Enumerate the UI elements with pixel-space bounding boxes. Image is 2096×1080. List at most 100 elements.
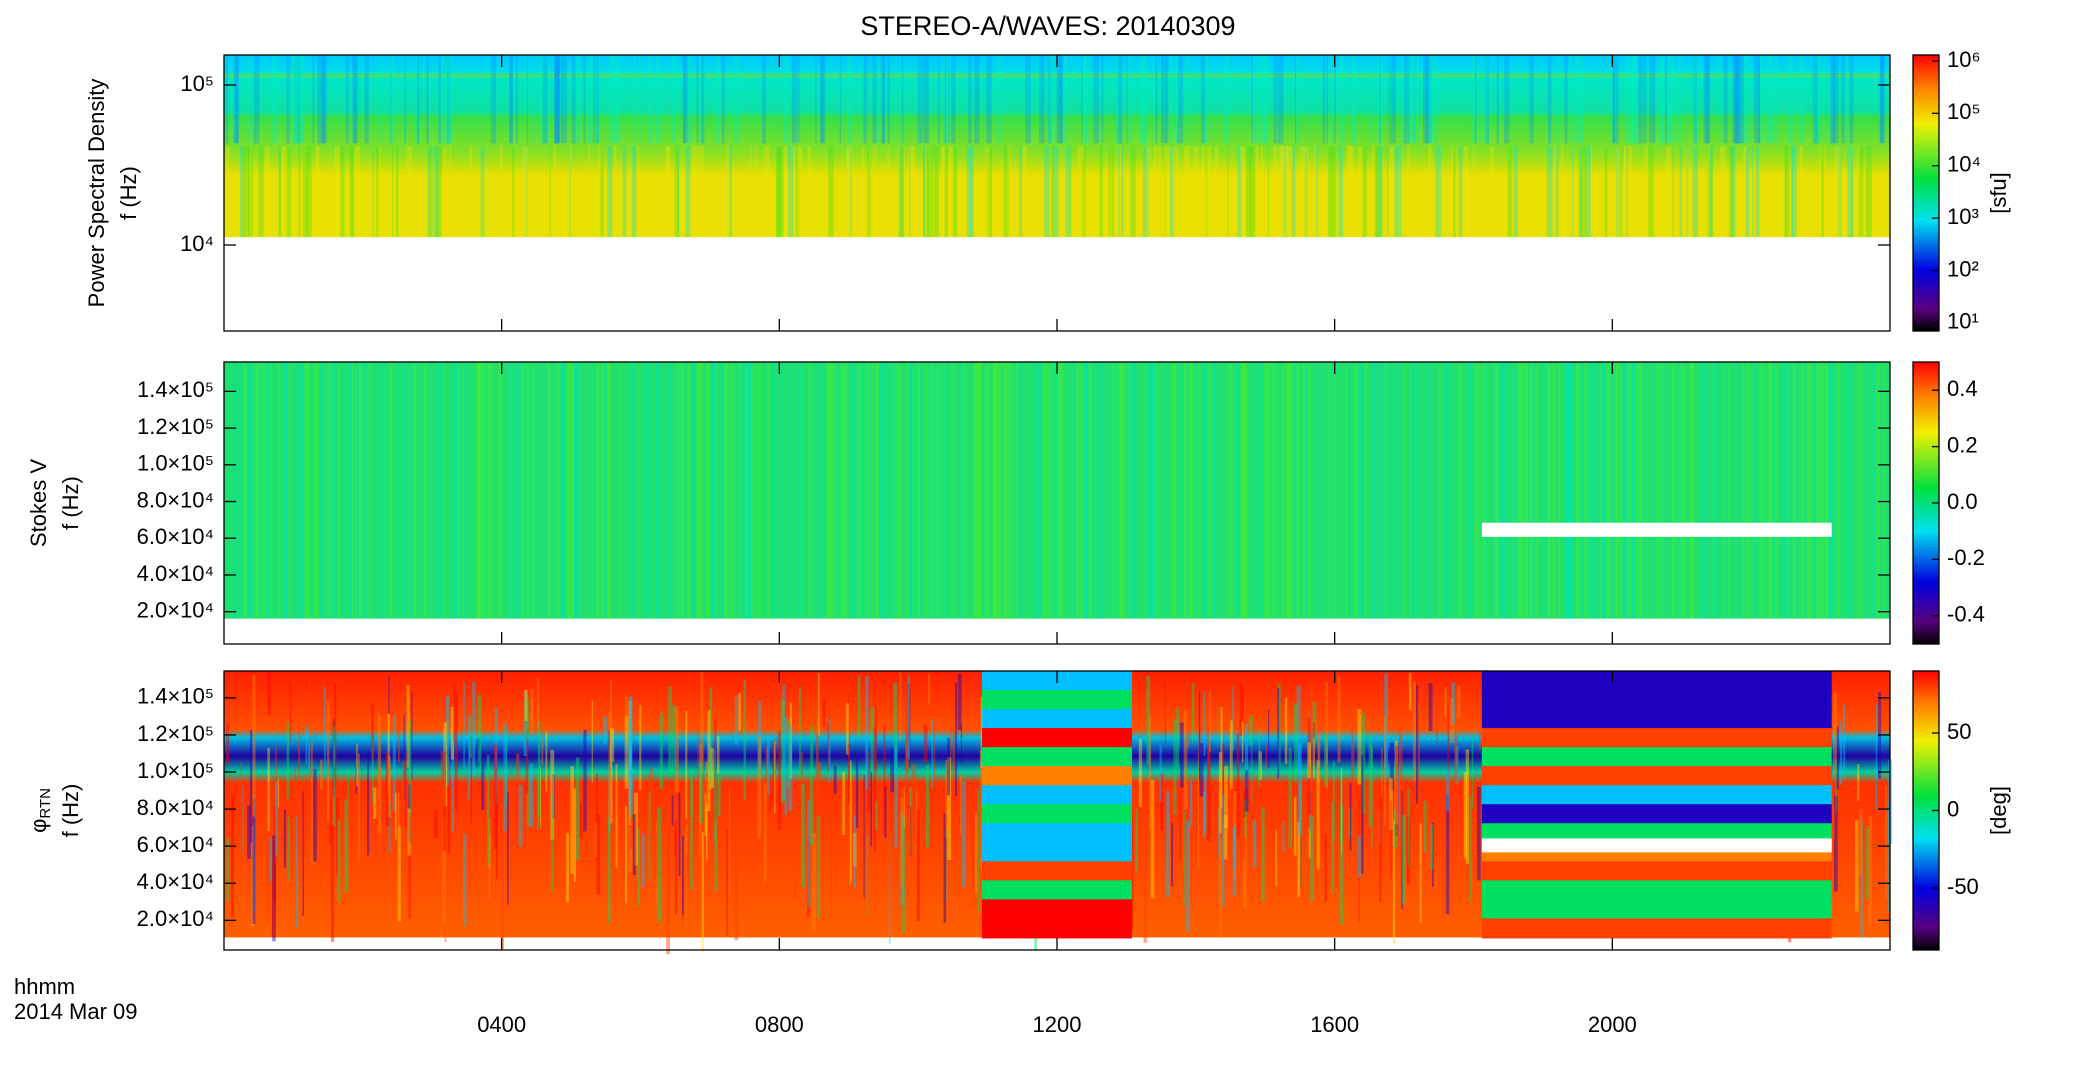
spectrogram-texture [874,146,877,238]
spectrogram-texture [899,671,902,741]
spectrogram-texture [946,737,950,796]
spectrogram-texture [487,754,490,865]
spectrogram-texture [1686,146,1688,238]
spectrogram-texture [240,761,242,803]
spectrogram-texture [700,672,704,774]
spectrogram-texture [906,683,910,752]
spectrogram-texture [1070,146,1072,238]
spectrogram-texture [499,146,503,238]
spectrogram-texture [1386,146,1389,238]
spectrogram-texture [1207,746,1211,842]
spectrogram-texture [1711,362,1715,619]
spectrogram-texture [1242,362,1247,619]
spectrogram-texture [289,362,292,619]
spectrogram-texture [252,674,256,799]
spectrogram-texture [408,720,412,814]
spectrogram-texture [1251,362,1253,619]
spectrogram-texture [364,55,369,144]
spectrogram-texture [1339,55,1345,144]
spectrogram-texture [570,765,574,874]
spectrogram-texture [870,771,873,847]
spectrogram-texture [507,362,512,619]
spectrogram-texture [1430,146,1432,238]
spectrogram-texture [1569,55,1571,144]
spectrogram-texture [1415,684,1419,804]
spectrogram-texture [392,146,394,238]
spectrogram-texture [628,701,632,826]
spectrogram-texture [704,792,707,836]
spectrogram-texture [659,713,664,790]
spectrogram-texture [315,362,320,619]
spectrogram-texture [604,362,608,619]
spectrogram-texture [1865,146,1872,238]
spectrogram-texture [1828,362,1832,619]
spectrogram-texture [1847,146,1854,238]
spectrogram-texture [568,146,572,238]
spectrogram-texture [1203,770,1207,832]
spectrogram-texture [329,362,332,619]
spectrogram-texture [337,362,340,619]
spectrogram-texture [1552,362,1556,619]
spectrogram-texture [1401,815,1406,905]
spectrogram-texture [1524,362,1528,619]
spectrogram-texture [372,146,374,238]
spectrogram-texture [1554,146,1559,238]
spectrogram-texture [690,768,693,890]
spectrogram-texture [1847,362,1852,619]
spectrogram-texture [583,729,587,832]
spectrogram-texture [1443,362,1446,619]
spectrogram-texture [867,750,871,812]
spectrogram-texture [1151,362,1156,619]
spectrogram-texture [1325,681,1328,791]
y-axis-label: f (Hz) [58,476,83,530]
spectrogram-texture [622,146,627,238]
spectrogram-texture [779,146,784,238]
spectrogram-texture [1841,55,1845,144]
spectrogram-texture [264,146,270,238]
spectrogram-texture [705,773,708,803]
spectrogram-texture [258,146,264,238]
spectrogram-texture [1275,830,1277,887]
spectrogram-texture [674,820,677,856]
spectrogram-band [1481,899,1832,920]
spectrogram-texture [632,814,636,876]
spectrogram-texture [1730,146,1736,238]
spectrogram-texture [1829,362,1834,619]
spectrogram-texture [1109,362,1112,619]
spectrogram-texture [646,362,650,619]
spectrogram-texture [395,146,399,238]
spectrogram-texture [1282,146,1287,238]
spectrogram-texture [1039,55,1045,144]
spectrogram-texture [1547,55,1552,144]
spectrogram-texture [1173,362,1177,619]
spectrogram-texture [330,824,335,942]
spectrogram-texture [637,146,640,238]
spectrogram-texture [717,774,721,817]
colorbar-tick-label: 0.4 [1947,376,1978,401]
spectrogram-texture [1638,362,1641,619]
spectrogram-texture [1277,688,1280,779]
spectrogram-texture [1753,55,1760,144]
spectrogram-texture [1394,740,1398,825]
spectrogram-texture [1317,733,1321,794]
spectrogram-texture [1357,362,1359,619]
spectrogram-texture [1740,55,1745,144]
spectrogram-texture [373,787,377,819]
spectrogram-texture [1565,362,1569,619]
spectrogram-texture [863,775,865,898]
spectrogram-texture [394,792,397,840]
spectrogram-texture [1723,55,1728,144]
spectrogram-texture [1798,55,1805,144]
spectrogram-texture [1624,146,1627,238]
spectrogram-texture [404,55,406,144]
spectrogram-texture [1183,709,1188,810]
spectrogram-texture [566,833,570,903]
spectrogram-texture [1458,362,1462,619]
spectrogram-texture [1546,146,1552,238]
spectrogram-texture [1495,362,1498,619]
spectrogram-texture [1091,362,1094,619]
spectrogram-texture [716,735,720,774]
spectrogram-texture [328,362,332,619]
spectrogram-texture [1340,804,1344,925]
spectrogram-texture [509,55,513,144]
